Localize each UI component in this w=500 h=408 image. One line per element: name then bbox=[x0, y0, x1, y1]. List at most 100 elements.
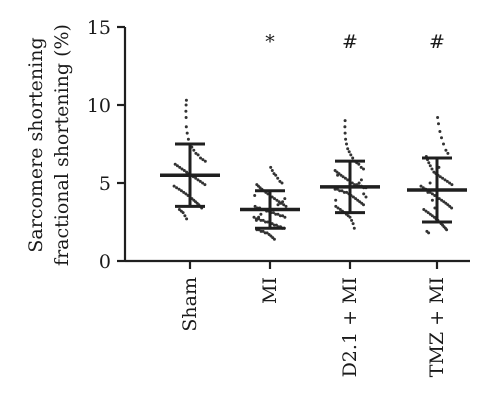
data-point bbox=[436, 116, 440, 119]
data-point bbox=[172, 184, 176, 188]
data-point bbox=[185, 217, 189, 221]
data-point bbox=[348, 215, 352, 219]
data-point bbox=[338, 189, 342, 193]
data-point bbox=[253, 204, 257, 208]
data-point bbox=[342, 190, 346, 194]
data-point bbox=[443, 178, 447, 182]
data-point bbox=[274, 212, 278, 216]
data-point bbox=[257, 215, 261, 219]
data-point bbox=[354, 197, 358, 201]
y-axis-label-line1: Sarcomere shortening bbox=[25, 37, 47, 252]
data-point bbox=[343, 131, 347, 135]
significance-markers: * # # bbox=[265, 31, 445, 53]
data-point bbox=[261, 218, 265, 222]
data-point bbox=[349, 153, 353, 157]
data-point bbox=[178, 165, 182, 169]
data-point bbox=[430, 192, 434, 196]
data-point bbox=[182, 169, 186, 172]
data-point bbox=[278, 214, 282, 218]
data-point bbox=[352, 226, 356, 230]
y-tick-label: 15 bbox=[87, 17, 111, 39]
data-point bbox=[346, 147, 350, 151]
data-point bbox=[192, 148, 196, 152]
data-point bbox=[440, 136, 443, 140]
y-axis: 0 5 10 15 bbox=[87, 17, 127, 273]
data-point bbox=[274, 223, 278, 227]
data-point bbox=[276, 212, 280, 216]
data-point bbox=[282, 203, 286, 207]
data-point bbox=[351, 222, 355, 226]
data-point bbox=[358, 200, 362, 204]
data-point bbox=[259, 218, 263, 222]
data-point bbox=[445, 228, 449, 232]
data-point bbox=[350, 181, 354, 185]
data-point bbox=[338, 208, 342, 211]
data-point bbox=[343, 176, 347, 180]
data-point bbox=[183, 214, 187, 218]
x-category-label: D2.1 + MI bbox=[339, 277, 361, 377]
mean-sd-bars bbox=[160, 142, 467, 230]
data-point bbox=[424, 209, 428, 213]
data-point bbox=[261, 229, 265, 233]
data-point bbox=[336, 206, 340, 210]
data-point bbox=[276, 176, 280, 180]
data-point bbox=[438, 175, 442, 179]
data-point bbox=[351, 195, 355, 199]
data-point bbox=[203, 183, 207, 187]
data-point bbox=[281, 214, 285, 218]
data-point bbox=[442, 142, 445, 146]
data-point bbox=[437, 197, 441, 201]
data-point bbox=[194, 176, 198, 180]
data-point bbox=[184, 103, 188, 107]
x-category-label: TMZ + MI bbox=[426, 277, 448, 377]
data-point bbox=[343, 125, 347, 129]
data-point bbox=[351, 156, 355, 160]
significance-marker: # bbox=[342, 31, 358, 53]
data-point bbox=[184, 109, 188, 113]
data-point bbox=[184, 192, 188, 196]
data-point bbox=[173, 162, 177, 166]
data-point bbox=[194, 151, 198, 155]
y-tick-label: 5 bbox=[99, 173, 111, 195]
data-point bbox=[359, 165, 363, 169]
data-point bbox=[274, 173, 278, 177]
data-point bbox=[442, 200, 446, 204]
data-point bbox=[275, 198, 279, 202]
data-point bbox=[334, 198, 338, 202]
data-point bbox=[269, 165, 273, 169]
data-points bbox=[172, 98, 454, 241]
data-point bbox=[177, 187, 181, 191]
data-point bbox=[196, 153, 200, 157]
data-point bbox=[445, 179, 449, 183]
data-point bbox=[334, 204, 338, 208]
significance-marker: * bbox=[265, 31, 275, 53]
data-point bbox=[196, 178, 200, 182]
data-point bbox=[428, 212, 432, 216]
x-category-label: Sham bbox=[179, 277, 201, 332]
data-point bbox=[184, 116, 188, 119]
category-labels: Sham MI D2.1 + MI TMZ + MI bbox=[179, 277, 448, 377]
data-point bbox=[448, 181, 452, 185]
data-point bbox=[278, 201, 282, 205]
data-point bbox=[350, 218, 354, 222]
data-point bbox=[343, 119, 347, 123]
data-point bbox=[362, 192, 366, 196]
data-point bbox=[252, 215, 256, 219]
data-point bbox=[254, 218, 258, 222]
data-point bbox=[284, 204, 288, 208]
data-point bbox=[426, 211, 430, 215]
data-point bbox=[446, 151, 450, 155]
data-point bbox=[186, 137, 190, 141]
data-point bbox=[428, 164, 432, 168]
y-tick-label: 0 bbox=[99, 251, 111, 273]
data-point bbox=[201, 181, 205, 185]
data-point bbox=[422, 208, 426, 211]
data-point bbox=[340, 189, 344, 193]
data-point bbox=[182, 190, 186, 194]
data-point bbox=[184, 125, 188, 129]
data-point bbox=[264, 220, 267, 224]
data-point bbox=[437, 122, 440, 126]
data-point bbox=[438, 130, 442, 133]
data-point bbox=[278, 179, 282, 183]
data-point bbox=[175, 164, 179, 168]
